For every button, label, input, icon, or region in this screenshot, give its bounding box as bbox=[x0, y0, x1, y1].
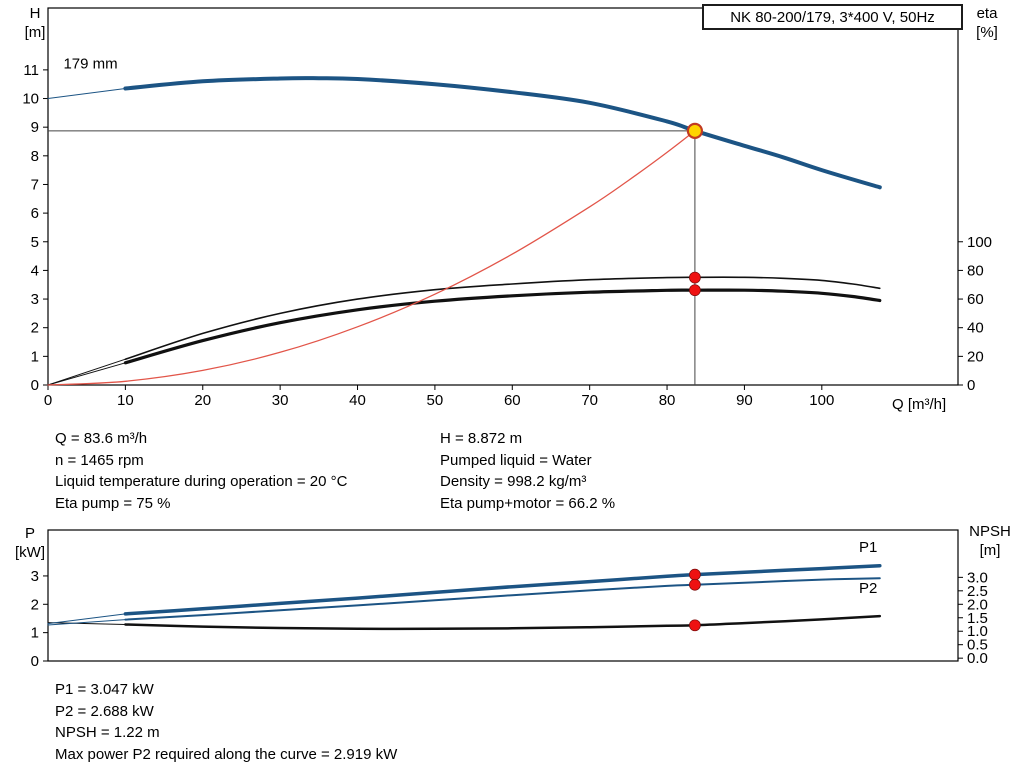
plot-frame bbox=[47, 7, 959, 386]
annotation-p2: P2 bbox=[859, 580, 877, 597]
y-right-tick-label: 0.0 bbox=[967, 650, 988, 667]
series-eta-pump-leader bbox=[47, 358, 126, 386]
info-line-max-p2: Max power P2 required along the curve = … bbox=[55, 745, 398, 763]
series-eta-pump-motor-leader bbox=[47, 362, 126, 386]
plot-frame bbox=[47, 529, 959, 662]
y-right-tick-label: 1.0 bbox=[967, 623, 988, 640]
series-head-leader bbox=[47, 88, 126, 99]
pump-title: NK 80-200/179, 3*400 V, 50Hz bbox=[730, 8, 935, 26]
y-left-tick-label: 0 bbox=[31, 653, 39, 670]
p-axis-unit: [kW] bbox=[15, 544, 45, 561]
duty-info-left: Q = 83.6 m³/h n = 1465 rpm Liquid temper… bbox=[55, 428, 347, 514]
pump-title-box: NK 80-200/179, 3*400 V, 50Hz bbox=[702, 4, 963, 30]
p-axis-symbol: P bbox=[24, 525, 35, 542]
y-right-tick-label: 100 bbox=[967, 234, 992, 251]
h-axis-symbol: H bbox=[29, 5, 41, 22]
y-right-tick-label: 3.0 bbox=[967, 569, 988, 586]
x-tick-label: 10 bbox=[117, 392, 134, 409]
p1-point bbox=[689, 568, 701, 581]
x-tick-label: 90 bbox=[736, 392, 753, 409]
y-right-tick-label: 80 bbox=[967, 262, 984, 279]
x-tick-label: 50 bbox=[427, 392, 444, 409]
y-right-tick-label: 2.5 bbox=[967, 583, 988, 600]
y-right-tick-label: 20 bbox=[967, 348, 984, 365]
series-npsh-curve bbox=[124, 614, 882, 631]
duty-info-right: H = 8.872 m Pumped liquid = Water Densit… bbox=[440, 428, 615, 514]
info-line-eta-pump: Eta pump = 75 % bbox=[55, 494, 171, 512]
y-right-tick-label: 60 bbox=[967, 291, 984, 308]
series-p2-curve bbox=[124, 577, 881, 621]
npsh-point bbox=[689, 619, 701, 632]
eta-pump-motor-point bbox=[689, 284, 701, 297]
x-tick-label: 20 bbox=[194, 392, 211, 409]
x-tick-label: 0 bbox=[44, 392, 52, 409]
series-p1-curve bbox=[123, 563, 882, 616]
y-left-tick-label: 10 bbox=[22, 91, 39, 108]
x-tick-label: 60 bbox=[504, 392, 521, 409]
series-head-curve-179mm bbox=[123, 76, 882, 190]
y-right-tick-label: 40 bbox=[967, 320, 984, 337]
y-left-tick-label: 1 bbox=[31, 348, 39, 365]
info-line-temperature: Liquid temperature during operation = 20… bbox=[55, 473, 348, 490]
q-axis-label: Q [m³/h] bbox=[892, 396, 947, 413]
p-axis-label: P [kW] bbox=[8, 524, 52, 562]
y-left-tick-label: 11 bbox=[23, 62, 39, 79]
y-right-tick-label: 2.0 bbox=[967, 596, 988, 613]
series-p1-leader bbox=[47, 613, 126, 625]
h-axis-unit: [m] bbox=[24, 24, 46, 41]
info-line-p1: P1 = 3.047 kW bbox=[55, 681, 154, 698]
y-left-tick-label: 1 bbox=[31, 625, 39, 642]
x-tick-label: 80 bbox=[659, 392, 676, 409]
power-npsh-chart: 0 1 2 3 0.00.51.01.52.02.53.0 P1 P2 bbox=[31, 529, 988, 670]
eta-axis-label: eta [%] bbox=[964, 4, 1010, 42]
x-tick-label: 70 bbox=[581, 392, 598, 409]
y-left-tick-label: 3 bbox=[31, 291, 39, 308]
info-line-speed: n = 1465 rpm bbox=[55, 451, 144, 469]
y-left-tick-label: 0 bbox=[31, 377, 39, 394]
info-line-density: Density = 998.2 kg/m³ bbox=[440, 473, 587, 490]
p2-point bbox=[689, 578, 701, 591]
x-tick-label: 30 bbox=[272, 392, 289, 409]
series-p2-leader bbox=[47, 619, 126, 626]
power-info-block: P1 = 3.047 kW P2 = 2.688 kW NPSH = 1.22 … bbox=[55, 679, 397, 765]
eta-pump-point bbox=[689, 271, 701, 284]
y-left-tick-label: 3 bbox=[31, 568, 39, 585]
eta-axis-symbol: eta bbox=[976, 5, 998, 22]
info-line-liquid: Pumped liquid = Water bbox=[440, 451, 592, 469]
info-line-q: Q = 83.6 m³/h bbox=[55, 430, 148, 447]
h-axis-label: H [m] bbox=[16, 4, 54, 42]
y-left-tick-label: 9 bbox=[31, 119, 39, 136]
y-left-tick-label: 7 bbox=[31, 176, 39, 193]
y-right-tick-label: 1.5 bbox=[967, 610, 988, 627]
series-npsh-leader bbox=[47, 622, 126, 625]
npsh-axis-label: NPSH [m] bbox=[960, 522, 1020, 560]
annotation-179-mm: 179 mm bbox=[63, 55, 117, 72]
info-line-head: H = 8.872 m bbox=[440, 430, 523, 447]
npsh-axis-unit: [m] bbox=[979, 542, 1001, 559]
y-right-tick-label: 0 bbox=[967, 377, 975, 394]
y-left-tick-label: 2 bbox=[31, 596, 39, 613]
y-left-tick-label: 4 bbox=[31, 262, 39, 279]
npsh-axis-symbol: NPSH bbox=[969, 523, 1011, 540]
info-line-eta-total: Eta pump+motor = 66.2 % bbox=[440, 494, 616, 512]
series-eta-pump bbox=[124, 276, 881, 360]
hq-eta-chart: 0 10 20 30 40 50 60 70 80 90 100 0 1 2 3 4 5 6 7 8 9 10 11 0 20 4… bbox=[22, 7, 992, 409]
info-line-p2: P2 = 2.688 kW bbox=[55, 702, 154, 720]
annotation-p1: P1 bbox=[859, 539, 877, 556]
x-tick-label: 100 bbox=[809, 392, 834, 409]
x-tick-label: 40 bbox=[349, 392, 366, 409]
y-left-tick-label: 8 bbox=[31, 148, 39, 165]
y-right-tick-label: 0.5 bbox=[967, 637, 988, 654]
series-eta-pump-motor bbox=[123, 288, 882, 365]
y-left-tick-label: 2 bbox=[31, 320, 39, 337]
y-left-tick-label: 5 bbox=[31, 234, 39, 251]
duty-point[interactable] bbox=[686, 122, 704, 139]
series-system-curve bbox=[47, 130, 696, 386]
info-line-npsh: NPSH = 1.22 m bbox=[55, 724, 160, 741]
y-left-tick-label: 6 bbox=[31, 205, 39, 222]
eta-axis-unit: [%] bbox=[976, 24, 998, 41]
